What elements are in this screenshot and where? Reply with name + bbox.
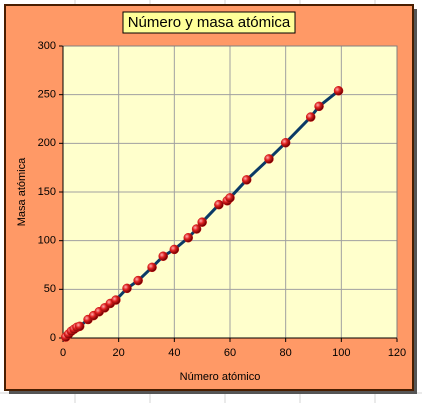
data-point (241, 175, 252, 185)
data-point (214, 199, 224, 210)
x-tick-label: 40 (168, 347, 180, 359)
data-point (122, 283, 132, 294)
data-point (264, 154, 274, 164)
y-tick-label: 250 (38, 89, 56, 101)
chart-title: Número y masa atómica (128, 14, 291, 31)
data-point (111, 295, 121, 305)
y-axis-label: Masa atómica (16, 157, 28, 226)
x-tick-label: 60 (224, 347, 236, 359)
x-tick-label: 0 (60, 347, 66, 359)
x-tick-label: 100 (332, 347, 350, 359)
data-point (169, 244, 180, 255)
data-point (147, 262, 157, 273)
y-tick-label: 0 (50, 332, 56, 344)
data-point (197, 217, 207, 227)
data-point (158, 251, 168, 261)
data-point (225, 193, 235, 203)
title-box (122, 11, 296, 34)
data-point (305, 112, 316, 122)
x-tick-label: 80 (280, 347, 292, 359)
x-tick-label: 120 (388, 347, 406, 359)
y-tick-label: 100 (38, 235, 56, 247)
y-tick-label: 300 (38, 40, 56, 52)
y-tick-label: 200 (38, 137, 56, 149)
data-point (333, 86, 344, 96)
y-tick-label: 50 (44, 283, 56, 295)
data-point (74, 321, 85, 332)
x-axis-label: Número atómico (180, 371, 261, 383)
data-point (314, 101, 324, 112)
data-point (280, 137, 291, 148)
data-point (133, 275, 143, 286)
data-point (191, 224, 202, 234)
y-tick-label: 150 (38, 186, 56, 198)
x-tick-label: 20 (113, 347, 125, 359)
data-point (183, 232, 193, 243)
